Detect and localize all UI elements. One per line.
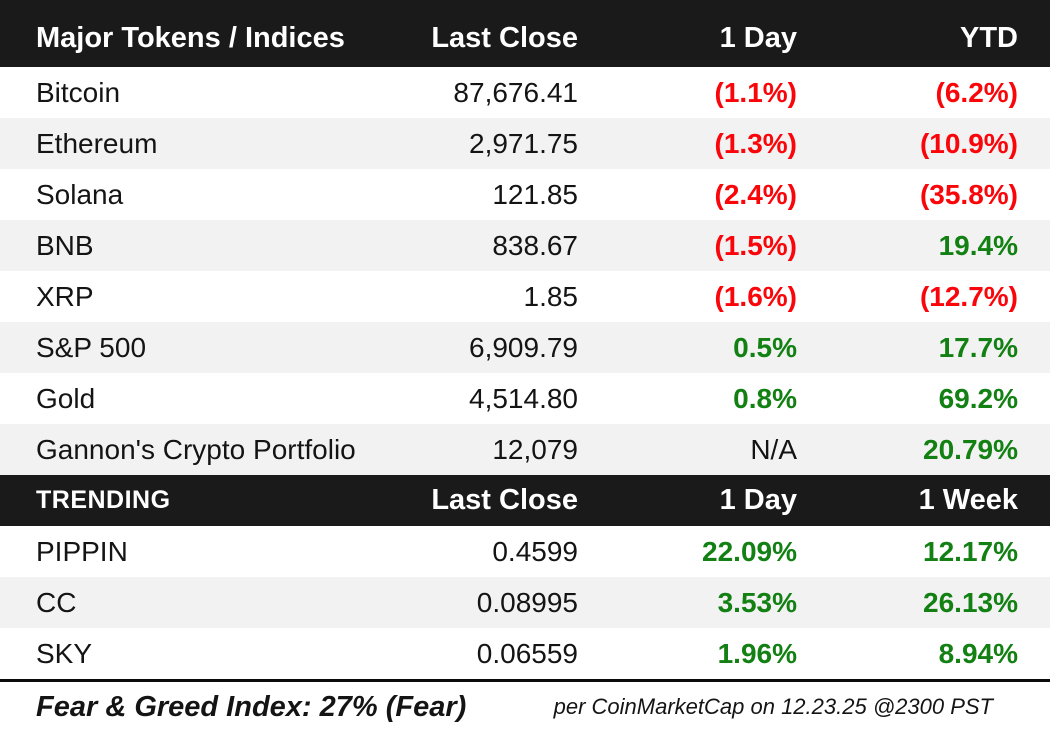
one-week-change: 12.17% xyxy=(923,535,1018,567)
one-day-change: (1.6%) xyxy=(714,280,797,312)
token-name: Ethereum xyxy=(36,127,158,159)
ytd-change: 69.2% xyxy=(938,382,1018,414)
one-day-change: (1.3%) xyxy=(714,127,797,159)
one-week-change: 8.94% xyxy=(938,637,1018,669)
last-close-value: 0.4599 xyxy=(492,535,578,567)
table-row-sp500: S&P 500 6,909.79 0.5% 17.7% xyxy=(0,322,1050,373)
last-close-value: 0.08995 xyxy=(476,586,578,618)
last-close-value: 6,909.79 xyxy=(469,331,578,363)
one-day-change: 3.53% xyxy=(717,586,797,618)
one-day-change: (1.1%) xyxy=(714,76,797,108)
last-close-value: 12,079 xyxy=(492,433,578,465)
col-header-1-week: 1 Week xyxy=(918,484,1018,516)
token-name: S&P 500 xyxy=(36,331,147,363)
last-close-value: 87,676.41 xyxy=(453,76,578,108)
col-header-last-close: Last Close xyxy=(431,484,578,516)
one-day-change: N/A xyxy=(750,433,797,465)
last-close-value: 121.85 xyxy=(492,178,578,210)
token-name: XRP xyxy=(36,280,94,312)
table-row-solana: Solana 121.85 (2.4%) (35.8%) xyxy=(0,169,1050,220)
ytd-change: 20.79% xyxy=(923,433,1018,465)
market-summary-table: Major Tokens / Indices Last Close 1 Day … xyxy=(0,0,1050,679)
ytd-change: 17.7% xyxy=(938,331,1018,363)
fear-greed-index-label: Fear & Greed Index: 27% (Fear) xyxy=(36,690,467,723)
trending-header-row: TRENDING Last Close 1 Day 1 Week xyxy=(0,475,1050,526)
one-day-change: (2.4%) xyxy=(714,178,797,210)
one-day-change: 22.09% xyxy=(702,535,797,567)
col-header-1-day: 1 Day xyxy=(719,22,797,54)
ytd-change: 19.4% xyxy=(938,229,1018,261)
col-header-trending: TRENDING xyxy=(36,486,171,514)
one-week-change: 26.13% xyxy=(923,586,1018,618)
one-day-change: (1.5%) xyxy=(714,229,797,261)
token-name: PIPPIN xyxy=(36,535,128,567)
one-day-change: 0.5% xyxy=(733,331,797,363)
table-row-bnb: BNB 838.67 (1.5%) 19.4% xyxy=(0,220,1050,271)
one-day-change: 1.96% xyxy=(717,637,797,669)
table-row-sky: SKY 0.06559 1.96% 8.94% xyxy=(0,628,1050,679)
table-row-ethereum: Ethereum 2,971.75 (1.3%) (10.9%) xyxy=(0,118,1050,169)
ytd-change: (12.7%) xyxy=(919,280,1018,312)
col-header-major-tokens: Major Tokens / Indices xyxy=(36,22,345,54)
token-name: Gannon's Crypto Portfolio xyxy=(36,433,356,465)
attribution-label: per CoinMarketCap on 12.23.25 @2300 PST xyxy=(553,694,993,719)
last-close-value: 2,971.75 xyxy=(469,127,578,159)
last-close-value: 1.85 xyxy=(523,280,579,312)
token-name: Bitcoin xyxy=(36,76,121,108)
token-name: Gold xyxy=(36,382,96,414)
col-header-1-day: 1 Day xyxy=(719,484,797,516)
table-row-gannons-portfolio: Gannon's Crypto Portfolio 12,079 N/A 20.… xyxy=(0,424,1050,475)
last-close-value: 4,514.80 xyxy=(469,382,578,414)
token-name: Solana xyxy=(36,178,124,210)
col-header-ytd: YTD xyxy=(960,22,1018,54)
last-close-value: 838.67 xyxy=(492,229,578,261)
major-tokens-header-row: Major Tokens / Indices Last Close 1 Day … xyxy=(0,0,1050,67)
table-row-gold: Gold 4,514.80 0.8% 69.2% xyxy=(0,373,1050,424)
table-row-pippin: PIPPIN 0.4599 22.09% 12.17% xyxy=(0,526,1050,577)
ytd-change: (35.8%) xyxy=(919,178,1018,210)
ytd-change: (10.9%) xyxy=(919,127,1018,159)
table-row-bitcoin: Bitcoin 87,676.41 (1.1%) (6.2%) xyxy=(0,67,1050,118)
token-name: SKY xyxy=(36,637,93,669)
table-row-cc: CC 0.08995 3.53% 26.13% xyxy=(0,577,1050,628)
ytd-change: (6.2%) xyxy=(935,76,1018,108)
token-name: BNB xyxy=(36,229,94,261)
divider xyxy=(0,679,1050,682)
col-header-last-close: Last Close xyxy=(431,22,578,54)
table-row-xrp: XRP 1.85 (1.6%) (12.7%) xyxy=(0,271,1050,322)
footer: Fear & Greed Index: 27% (Fear) per CoinM… xyxy=(0,682,1050,732)
one-day-change: 0.8% xyxy=(733,382,797,414)
token-name: CC xyxy=(36,586,77,618)
last-close-value: 0.06559 xyxy=(476,637,578,669)
